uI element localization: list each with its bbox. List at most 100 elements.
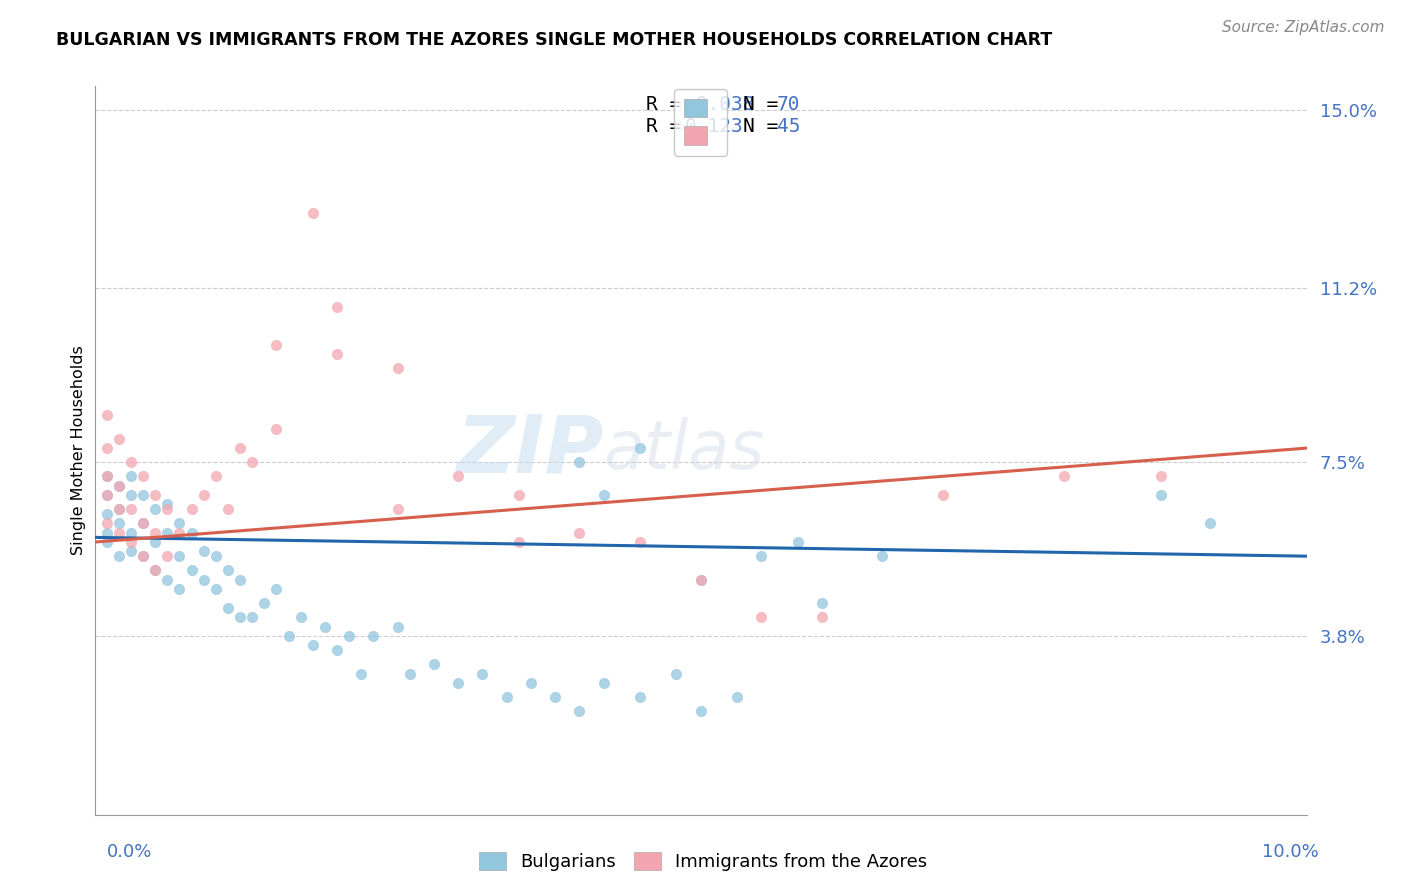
Point <box>96 516 118 531</box>
Point <box>326 347 349 361</box>
Point <box>132 469 155 483</box>
Point <box>143 535 166 549</box>
Text: 10.0%: 10.0% <box>1263 843 1319 861</box>
Point <box>387 502 409 516</box>
Point <box>143 502 166 516</box>
Point <box>108 432 131 446</box>
Point <box>387 361 409 376</box>
Point <box>108 479 131 493</box>
Point <box>872 549 894 564</box>
Text: R =: R = <box>645 95 693 114</box>
Point <box>169 582 191 596</box>
Point <box>217 563 239 577</box>
Point <box>96 488 118 502</box>
Point <box>810 610 832 624</box>
Text: atlas: atlas <box>603 417 765 483</box>
Point <box>132 488 155 502</box>
Point <box>169 525 191 540</box>
Point <box>229 610 252 624</box>
Point <box>96 507 118 521</box>
Point <box>156 498 179 512</box>
Point <box>204 549 226 564</box>
Point <box>108 479 131 493</box>
Point <box>568 704 591 718</box>
Point <box>180 502 202 516</box>
Point <box>204 582 226 596</box>
Point <box>156 549 179 564</box>
Point <box>120 488 142 502</box>
Point <box>132 549 155 564</box>
Point <box>749 549 772 564</box>
Point <box>143 563 166 577</box>
Text: ZIP: ZIP <box>457 411 603 490</box>
Point <box>495 690 517 705</box>
Point <box>266 582 288 596</box>
Point <box>96 469 118 483</box>
Point <box>217 600 239 615</box>
Point <box>96 441 118 455</box>
Point <box>120 469 142 483</box>
Point <box>143 563 166 577</box>
Y-axis label: Single Mother Households: Single Mother Households <box>72 345 86 556</box>
Point <box>1198 516 1220 531</box>
Point <box>689 573 711 587</box>
Point <box>120 535 142 549</box>
Point <box>204 469 226 483</box>
Text: 0.123: 0.123 <box>685 117 744 136</box>
Point <box>932 488 955 502</box>
Point <box>326 643 349 657</box>
Point <box>1150 488 1173 502</box>
Point <box>689 704 711 718</box>
Text: -0.038: -0.038 <box>685 95 755 114</box>
Point <box>689 573 711 587</box>
Point <box>520 676 543 690</box>
Legend: , : , <box>675 89 727 156</box>
Point <box>1053 469 1076 483</box>
Point <box>301 639 323 653</box>
Point <box>169 516 191 531</box>
Point <box>108 502 131 516</box>
Point <box>592 676 614 690</box>
Point <box>398 666 420 681</box>
Point <box>96 469 118 483</box>
Point <box>229 441 252 455</box>
Text: 45: 45 <box>778 117 800 136</box>
Point <box>156 502 179 516</box>
Point <box>326 300 349 314</box>
Point <box>96 408 118 422</box>
Point <box>217 502 239 516</box>
Point <box>120 455 142 469</box>
Point <box>193 544 215 558</box>
Point <box>568 525 591 540</box>
Point <box>156 525 179 540</box>
Point <box>471 666 494 681</box>
Point <box>132 549 155 564</box>
Point <box>301 206 323 220</box>
Point <box>810 596 832 610</box>
Text: 0.0%: 0.0% <box>107 843 152 861</box>
Point <box>447 469 470 483</box>
Point <box>508 535 530 549</box>
Point <box>423 657 446 672</box>
Point <box>143 525 166 540</box>
Point <box>108 516 131 531</box>
Point <box>169 549 191 564</box>
Point <box>132 516 155 531</box>
Legend: Bulgarians, Immigrants from the Azores: Bulgarians, Immigrants from the Azores <box>471 845 935 879</box>
Point <box>240 610 263 624</box>
Point <box>180 525 202 540</box>
Point <box>628 535 651 549</box>
Point <box>143 488 166 502</box>
Point <box>665 666 688 681</box>
Point <box>387 620 409 634</box>
Point <box>337 629 360 643</box>
Point <box>628 441 651 455</box>
Point <box>120 525 142 540</box>
Point <box>508 488 530 502</box>
Point <box>277 629 299 643</box>
Point <box>290 610 312 624</box>
Point <box>108 525 131 540</box>
Text: R =: R = <box>645 117 693 136</box>
Point <box>132 516 155 531</box>
Point <box>156 573 179 587</box>
